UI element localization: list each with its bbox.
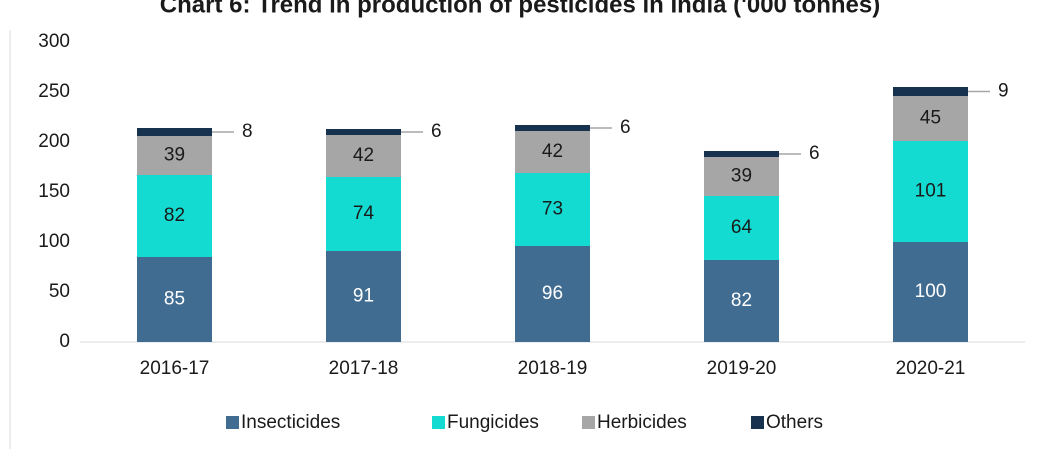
data-label: 82 xyxy=(164,205,185,226)
bar-segment xyxy=(515,131,590,173)
x-tick-label: 2018-19 xyxy=(518,358,588,379)
x-tick-label: 2016-17 xyxy=(140,358,210,379)
x-tick-label: 2020-21 xyxy=(896,358,966,379)
bar-segment xyxy=(515,125,590,131)
data-label: 64 xyxy=(731,217,753,238)
data-label: 6 xyxy=(620,117,631,138)
legend-swatch xyxy=(582,416,595,429)
bar-segment xyxy=(704,151,779,157)
legend-label: Insecticides xyxy=(241,412,340,433)
y-tick-label: 300 xyxy=(38,31,70,52)
bar-segment xyxy=(893,96,968,141)
data-label: 8 xyxy=(242,121,253,142)
bar-segment xyxy=(326,129,401,135)
bar-segment xyxy=(704,260,779,342)
data-label: 101 xyxy=(915,181,947,202)
data-label: 74 xyxy=(353,203,375,224)
data-label: 9 xyxy=(998,81,1009,102)
data-label: 100 xyxy=(915,281,947,302)
bar-segment xyxy=(515,246,590,342)
y-tick-label: 150 xyxy=(38,181,70,202)
data-label: 96 xyxy=(542,283,563,304)
data-label: 73 xyxy=(542,199,563,220)
bar-segment xyxy=(326,251,401,342)
data-label: 42 xyxy=(542,141,563,162)
y-tick-label: 50 xyxy=(49,281,70,302)
y-tick-label: 0 xyxy=(59,331,70,352)
bar-segment xyxy=(704,196,779,260)
bar-segment xyxy=(137,175,212,257)
data-label: 82 xyxy=(731,290,752,311)
bar-segment xyxy=(137,136,212,175)
legend-label: Others xyxy=(766,412,823,433)
legend-swatch xyxy=(432,416,445,429)
legend-swatch xyxy=(226,416,239,429)
legend-swatch xyxy=(751,416,764,429)
bar-segment xyxy=(326,177,401,251)
data-label: 45 xyxy=(920,108,941,129)
bar-segment xyxy=(893,87,968,96)
data-label: 39 xyxy=(731,166,752,187)
bar-segment xyxy=(704,157,779,196)
bar-segment xyxy=(326,135,401,177)
bar-segment xyxy=(893,141,968,242)
data-label: 6 xyxy=(431,121,442,142)
data-label: 85 xyxy=(164,289,185,310)
x-tick-label: 2019-20 xyxy=(707,358,777,379)
bar-segment xyxy=(137,128,212,136)
data-label: 6 xyxy=(809,143,820,164)
legend-label: Fungicides xyxy=(447,412,539,433)
data-label: 39 xyxy=(164,145,185,166)
bar-segment xyxy=(893,242,968,342)
chart-title: Chart 6: Trend in production of pesticid… xyxy=(160,0,880,18)
y-tick-label: 100 xyxy=(38,231,70,252)
data-label: 42 xyxy=(353,145,374,166)
y-tick-label: 250 xyxy=(38,81,70,102)
x-tick-label: 2017-18 xyxy=(329,358,399,379)
y-tick-label: 200 xyxy=(38,131,70,152)
bar-segment xyxy=(137,257,212,342)
data-label: 91 xyxy=(353,286,374,307)
legend-label: Herbicides xyxy=(597,412,687,433)
bar-segment xyxy=(515,173,590,246)
